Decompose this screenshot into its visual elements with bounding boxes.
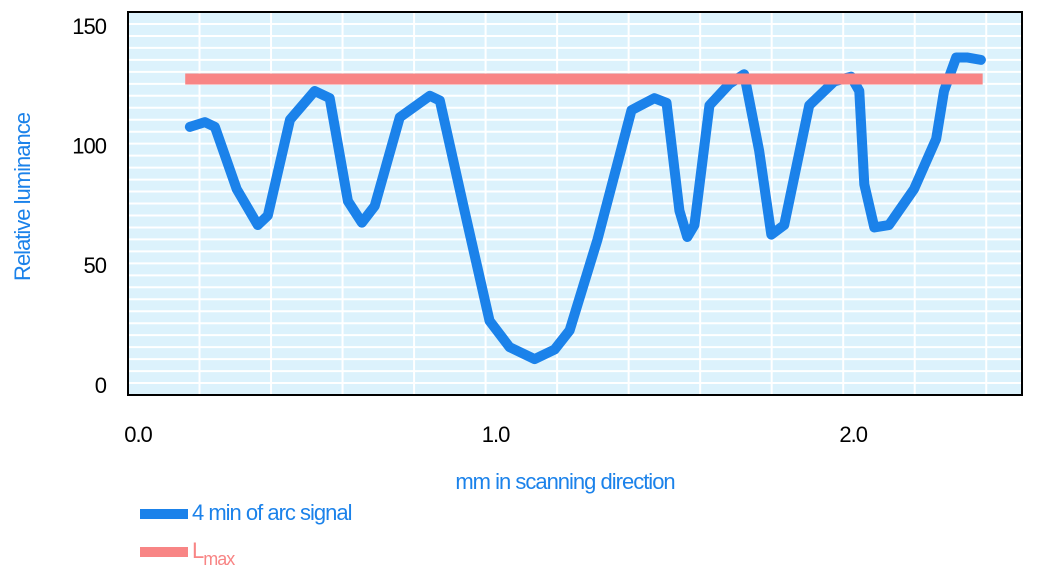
y-tick-label: 100 <box>72 133 106 158</box>
line <box>184 52 986 365</box>
x-axis-label: mm in scanning direction <box>455 469 674 494</box>
y-tick-label: 150 <box>72 14 106 39</box>
x-tick-label: 2.0 <box>839 422 867 447</box>
x-tick-label: 0.0 <box>124 422 152 447</box>
y-axis-label: Relative luminance <box>10 112 35 281</box>
plot-frame <box>127 11 1023 396</box>
y-tick-label: 0 <box>95 373 107 398</box>
legend-label: 4 min of arc signal <box>192 500 352 525</box>
x-tick-label: 1.0 <box>482 422 510 447</box>
legend-label: Lmax <box>192 538 235 569</box>
y-tick-label: 50 <box>84 253 107 278</box>
